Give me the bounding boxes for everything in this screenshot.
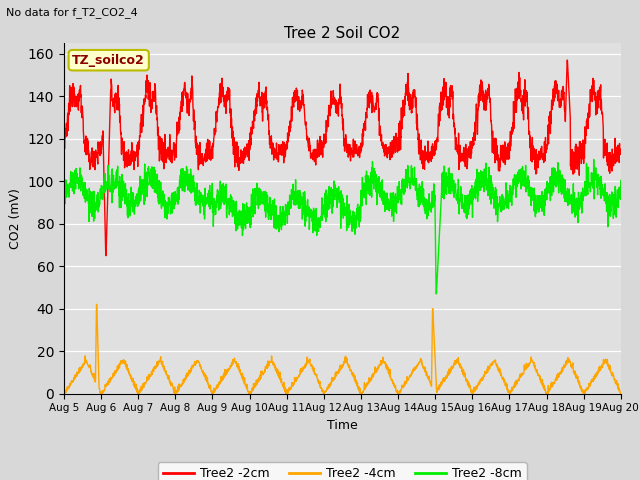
- Tree2 -2cm: [584, 122, 591, 128]
- Tree2 -2cm: [568, 147, 576, 153]
- Tree2 -2cm: [617, 151, 625, 157]
- Tree2 -8cm: [617, 178, 625, 183]
- Tree2 -8cm: [568, 197, 575, 203]
- Tree2 -8cm: [504, 206, 512, 212]
- Tree2 -8cm: [590, 156, 598, 162]
- Tree2 -4cm: [216, 379, 223, 385]
- Tree2 -4cm: [359, 388, 367, 394]
- Tree2 -8cm: [584, 181, 591, 187]
- Title: Tree 2 Soil CO2: Tree 2 Soil CO2: [284, 25, 401, 41]
- Tree2 -2cm: [371, 105, 379, 111]
- Tree2 -4cm: [97, 391, 105, 396]
- Tree2 -8cm: [60, 191, 68, 197]
- Tree2 -4cm: [568, 364, 576, 370]
- X-axis label: Time: Time: [327, 419, 358, 432]
- Tree2 -4cm: [617, 391, 625, 396]
- Line: Tree2 -8cm: Tree2 -8cm: [64, 159, 621, 294]
- Text: No data for f_T2_CO2_4: No data for f_T2_CO2_4: [6, 7, 138, 18]
- Tree2 -4cm: [584, 386, 591, 392]
- Tree2 -2cm: [216, 90, 223, 96]
- Tree2 -2cm: [60, 148, 68, 154]
- Tree2 -4cm: [60, 390, 68, 396]
- Tree2 -8cm: [432, 291, 440, 297]
- Tree2 -8cm: [358, 175, 366, 180]
- Tree2 -4cm: [505, 387, 513, 393]
- Tree2 -2cm: [102, 252, 109, 258]
- Line: Tree2 -4cm: Tree2 -4cm: [64, 304, 621, 394]
- Y-axis label: CO2 (mV): CO2 (mV): [9, 188, 22, 249]
- Tree2 -2cm: [563, 57, 571, 63]
- Line: Tree2 -2cm: Tree2 -2cm: [64, 60, 621, 255]
- Text: TZ_soilco2: TZ_soilco2: [72, 54, 145, 67]
- Tree2 -8cm: [216, 195, 223, 201]
- Legend: Tree2 -2cm, Tree2 -4cm, Tree2 -8cm: Tree2 -2cm, Tree2 -4cm, Tree2 -8cm: [158, 462, 527, 480]
- Tree2 -2cm: [359, 143, 367, 148]
- Tree2 -2cm: [504, 140, 512, 146]
- Tree2 -4cm: [371, 364, 379, 370]
- Tree2 -4cm: [93, 301, 100, 307]
- Tree2 -8cm: [371, 176, 378, 182]
